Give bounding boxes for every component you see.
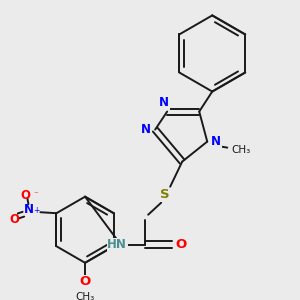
Text: S: S	[160, 188, 170, 201]
Text: +: +	[33, 206, 40, 215]
Text: HN: HN	[107, 238, 127, 251]
Text: N: N	[141, 123, 151, 136]
Text: O: O	[176, 238, 187, 251]
Text: N: N	[23, 203, 33, 216]
Text: O: O	[80, 275, 91, 288]
Text: CH₃: CH₃	[75, 292, 95, 300]
Text: N: N	[159, 96, 169, 109]
Text: O: O	[9, 213, 20, 226]
Text: N: N	[211, 135, 221, 148]
Text: O: O	[20, 189, 30, 202]
Text: CH₃: CH₃	[232, 145, 251, 154]
Text: ⁻: ⁻	[33, 191, 38, 200]
